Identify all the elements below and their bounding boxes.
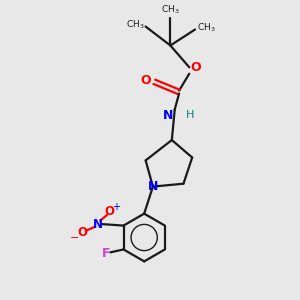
Text: O: O bbox=[191, 61, 201, 74]
Text: +: + bbox=[112, 202, 120, 212]
Text: O: O bbox=[105, 206, 115, 218]
Text: CH$_3$: CH$_3$ bbox=[126, 19, 144, 31]
Text: N: N bbox=[93, 218, 103, 231]
Text: O: O bbox=[140, 74, 151, 87]
Text: N: N bbox=[163, 109, 173, 122]
Text: −: − bbox=[70, 232, 79, 242]
Text: F: F bbox=[102, 247, 110, 260]
Text: CH$_3$: CH$_3$ bbox=[196, 22, 215, 34]
Text: N: N bbox=[148, 180, 158, 193]
Text: H: H bbox=[186, 110, 194, 120]
Text: CH$_3$: CH$_3$ bbox=[161, 3, 180, 16]
Text: O: O bbox=[78, 226, 88, 239]
